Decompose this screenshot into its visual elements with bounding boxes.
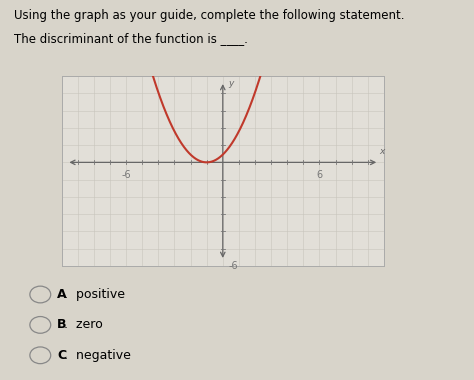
Text: .  negative: . negative [64,349,131,362]
Text: C: C [57,349,66,362]
Text: Using the graph as your guide, complete the following statement.: Using the graph as your guide, complete … [14,10,405,22]
Text: .  positive: . positive [64,288,125,301]
Text: 6: 6 [317,170,322,180]
Text: The discriminant of the function is ____.: The discriminant of the function is ____… [14,32,248,45]
Text: x: x [380,147,385,156]
Text: A: A [57,288,66,301]
Text: .  zero: . zero [64,318,103,331]
Text: y: y [228,79,234,88]
Text: -6: -6 [228,261,238,271]
Text: -6: -6 [121,170,131,180]
Text: B: B [57,318,66,331]
